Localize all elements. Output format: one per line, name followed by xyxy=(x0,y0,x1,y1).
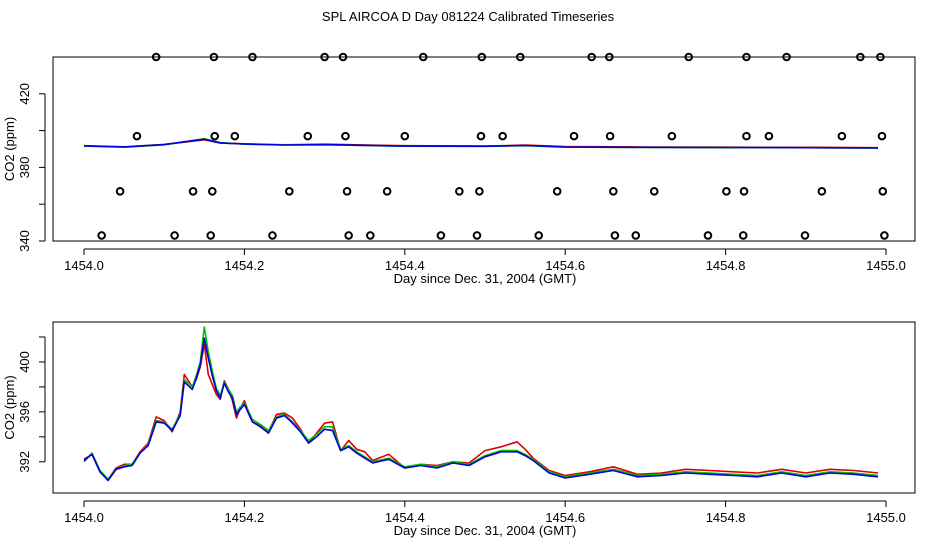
x-tick-label: 1454.0 xyxy=(64,510,104,525)
x-tick-label: 1455.0 xyxy=(866,510,906,525)
y-tick-label: 340 xyxy=(17,230,32,252)
scatter-point xyxy=(285,187,294,196)
scatter-point xyxy=(667,131,677,141)
scatter-point xyxy=(476,131,486,141)
y-tick-label: 380 xyxy=(17,157,32,179)
x-axis-label: Day since Dec. 31, 2004 (GMT) xyxy=(394,523,577,538)
scatter-point xyxy=(151,52,161,62)
scatter-point xyxy=(649,187,659,196)
scatter-point xyxy=(206,231,216,240)
scatter-point xyxy=(115,187,125,196)
scatter-point xyxy=(739,187,749,196)
scatter-point xyxy=(170,231,179,240)
scatter-point xyxy=(97,231,106,240)
x-tick-label: 1455.0 xyxy=(866,258,906,273)
scatter-point xyxy=(209,52,219,62)
scatter-group-cal_397 xyxy=(132,131,887,141)
x-axis: 1454.0 1454.2 1454.4 1454.6 1454.8 1455.0 Day … xyxy=(64,500,906,538)
scatter-point xyxy=(764,131,774,141)
scatter-point xyxy=(455,187,464,196)
scatter-point xyxy=(738,231,748,240)
series-line-blue xyxy=(83,337,879,482)
scatter-point xyxy=(303,131,313,141)
scatter-point xyxy=(208,187,217,196)
x-tick-label: 1454.6 xyxy=(545,510,585,525)
scatter-point xyxy=(188,187,198,196)
y-axis-label: CO2 (ppm) xyxy=(2,117,17,181)
scatter-point xyxy=(132,131,142,141)
scatter-point xyxy=(605,131,615,141)
x-axis-label: Day since Dec. 31, 2004 (GMT) xyxy=(394,271,577,286)
x-tick-label: 1454.2 xyxy=(225,258,265,273)
scatter-point xyxy=(609,187,618,196)
scatter-point xyxy=(569,131,579,141)
scatter-point xyxy=(631,231,641,240)
y-axis-label: CO2 (ppm) xyxy=(2,375,17,439)
scatter-point xyxy=(436,231,446,240)
x-tick-label: 1454.4 xyxy=(385,258,425,273)
scatter-point xyxy=(418,52,428,62)
y-tick-label: 392 xyxy=(17,451,32,473)
plot-frame xyxy=(52,56,916,242)
scatter-point xyxy=(475,187,484,196)
scatter-point xyxy=(248,52,257,62)
x-tick-label: 1454.4 xyxy=(385,510,425,525)
scatter-point xyxy=(878,187,888,196)
y-tick-label: 396 xyxy=(17,401,32,423)
scatter-point xyxy=(880,231,889,240)
scatter-point xyxy=(534,231,544,240)
scatter-point xyxy=(856,52,865,62)
scatter-point xyxy=(877,131,887,141)
scatter-point xyxy=(338,52,348,62)
scatter-point xyxy=(782,52,791,62)
scatter-point xyxy=(610,231,620,240)
scatter-point xyxy=(268,231,277,240)
y-tick-label: 420 xyxy=(17,83,32,105)
scatter-point xyxy=(230,131,240,141)
scatter-point xyxy=(320,52,329,62)
scatter-point xyxy=(366,231,375,240)
scatter-point xyxy=(800,231,810,240)
chart-panel-1: 1454.0 1454.2 1454.4 1454.6 1454.8 1455.0 Day … xyxy=(2,52,916,286)
scatter-point xyxy=(342,187,352,196)
scatter-group-cal_367 xyxy=(115,187,888,196)
x-tick-label: 1454.8 xyxy=(706,510,746,525)
plot-frame xyxy=(52,321,916,494)
scatter-group-cal_343 xyxy=(97,231,889,240)
scatter-group-cal_440 xyxy=(151,52,885,62)
scatter-point xyxy=(587,52,596,62)
scatter-point xyxy=(210,131,220,141)
page-title: SPL AIRCOA D Day 081224 Calibrated Times… xyxy=(321,9,615,24)
y-tick-label: 400 xyxy=(17,351,32,373)
scatter-point xyxy=(498,131,507,141)
x-tick-label: 1454.8 xyxy=(706,258,746,273)
scatter-point xyxy=(817,187,827,196)
scatter-point xyxy=(722,187,731,196)
scatter-point xyxy=(477,52,487,62)
scatter-point xyxy=(400,131,410,141)
scatter-point xyxy=(742,52,751,62)
scatter-point xyxy=(515,52,525,62)
series-line-blue xyxy=(83,138,879,149)
scatter-point xyxy=(472,231,482,240)
scatter-point xyxy=(605,52,614,62)
chart-panel-2: 1454.0 1454.2 1454.4 1454.6 1454.8 1455.0 Day … xyxy=(2,321,916,538)
x-tick-label: 1454.2 xyxy=(225,510,265,525)
scatter-point xyxy=(703,231,713,240)
x-tick-label: 1454.6 xyxy=(545,258,585,273)
scatter-point xyxy=(876,52,885,62)
x-axis: 1454.0 1454.2 1454.4 1454.6 1454.8 1455.0 Day … xyxy=(64,248,906,286)
scatter-point xyxy=(837,131,847,141)
scatter-point xyxy=(344,231,353,240)
scatter-point xyxy=(382,187,392,196)
scatter-point xyxy=(552,187,562,196)
scatter-point xyxy=(684,52,694,62)
scatter-point xyxy=(341,131,350,141)
scatter-point xyxy=(742,131,751,141)
x-tick-label: 1454.0 xyxy=(64,258,104,273)
